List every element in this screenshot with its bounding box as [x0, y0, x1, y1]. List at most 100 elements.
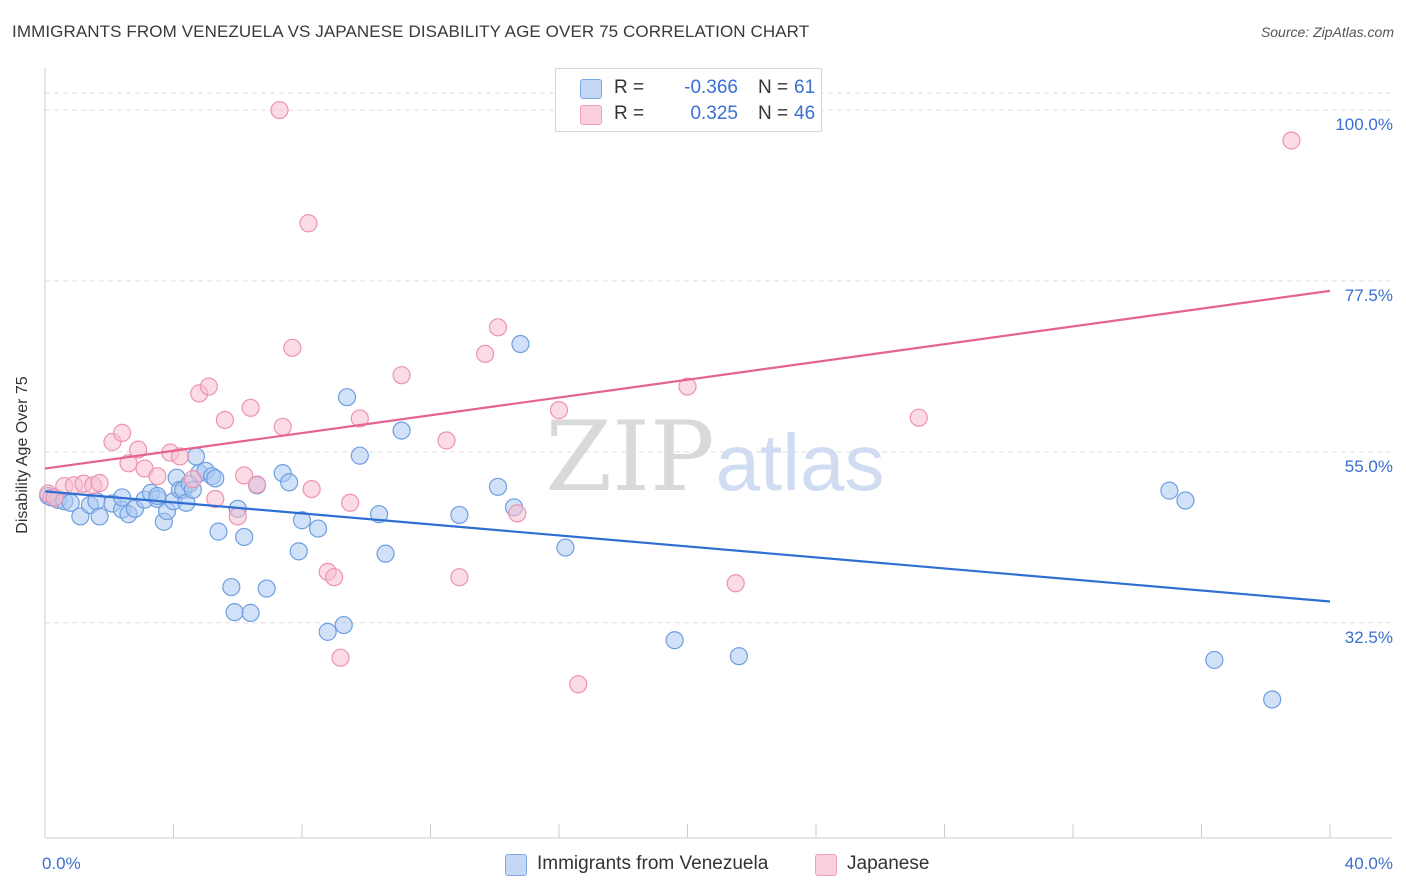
venezuela-point [376, 544, 395, 563]
japanese-point [235, 466, 254, 485]
japanese-point [112, 423, 132, 442]
y-axis-label: Disability Age Over 75 [14, 376, 31, 534]
source-credit: Source: ZipAtlas.com [1260, 24, 1394, 40]
japanese-point [909, 408, 928, 427]
japanese-point [170, 447, 190, 466]
japanese-point [148, 467, 167, 486]
venezuela-point [511, 334, 530, 354]
venezuela-point [392, 421, 411, 440]
japanese-point [228, 507, 247, 526]
japanese-point [450, 568, 469, 587]
legend-n-label: N = [758, 103, 789, 124]
japanese-point [241, 398, 260, 417]
venezuela-point [289, 542, 308, 561]
bottom-legend-swatch-japanese [815, 854, 837, 876]
legend-r-label: R = [614, 103, 645, 124]
japanese-point [199, 377, 218, 396]
correlation-legend: R = -0.366 N = 61 R = 0.325 N = 46 [555, 68, 822, 132]
japanese-point [331, 648, 350, 667]
series-venezuela-points [39, 334, 1282, 709]
venezuela-point [235, 527, 254, 547]
japanese-point [508, 504, 527, 523]
japanese-point [215, 410, 234, 430]
japanese-point [299, 214, 318, 233]
legend-r-value: 0.325 [690, 103, 738, 124]
venezuela-point [280, 473, 299, 492]
japanese-point [549, 401, 569, 420]
venezuela-point [1160, 481, 1179, 500]
venezuela-point [90, 507, 109, 526]
legend-swatch-japanese [580, 105, 602, 125]
svg-text:atlas: atlas [716, 418, 885, 507]
japanese-point [206, 489, 225, 509]
venezuela-point [292, 511, 312, 530]
venezuela-point [318, 622, 337, 641]
x-tick-label: 40.0% [1345, 854, 1393, 873]
japanese-point [1282, 131, 1301, 150]
japanese-point [247, 475, 267, 494]
svg-text:ZIP: ZIP [545, 401, 714, 513]
venezuela-point [257, 579, 276, 598]
venezuela-point [450, 505, 469, 525]
venezuela-point [729, 647, 749, 666]
japanese-point [270, 100, 289, 120]
axes [44, 68, 1392, 839]
japanese-point [341, 493, 360, 512]
japanese-point [476, 344, 495, 363]
venezuela-point [1176, 491, 1195, 510]
japanese-point [129, 440, 148, 459]
venezuela-point [488, 477, 508, 496]
y-tick-labels: 32.5% 55.0% 77.5% 100.0% [1335, 115, 1393, 647]
legend-r-label: R = [614, 77, 645, 98]
legend-n-label: N = [758, 77, 789, 98]
venezuela-point [337, 388, 357, 407]
venezuela-point [334, 615, 353, 635]
venezuela-point [350, 446, 369, 465]
x-tick-label: 0.0% [42, 854, 81, 873]
venezuela-point [1263, 690, 1282, 709]
bottom-legend-label: Japanese [847, 853, 930, 874]
y-tick-label: 55.0% [1345, 457, 1393, 476]
venezuela-point [206, 469, 225, 488]
venezuela-point [308, 519, 328, 538]
legend-swatch-venezuela [580, 79, 602, 99]
japanese-point [678, 377, 697, 396]
zipatlas-watermark: ZIP atlas [545, 401, 884, 513]
chart-title: IMMIGRANTS FROM VENEZUELA VS JAPANESE DI… [12, 22, 810, 41]
japanese-point [569, 675, 588, 694]
y-tick-label: 32.5% [1345, 628, 1393, 647]
venezuela-point [370, 505, 389, 524]
x-tick-labels: 0.0% 40.0% [42, 854, 1393, 873]
japanese-point [488, 318, 508, 337]
venezuela-point [665, 631, 684, 650]
venezuela-point [222, 577, 241, 597]
venezuela-point [186, 447, 206, 466]
y-tick-label: 77.5% [1345, 286, 1393, 305]
y-tick-label: 100.0% [1335, 115, 1393, 134]
japanese-point [350, 409, 369, 428]
bottom-legend-label: Immigrants from Venezuela [537, 853, 769, 874]
legend-n-value: 46 [794, 103, 816, 124]
series-japanese-points [39, 100, 1301, 694]
japanese-trend-line [44, 289, 1331, 470]
legend-r-value: -0.366 [684, 77, 738, 98]
japanese-point [273, 417, 292, 436]
bottom-legend-swatch-venezuela [505, 854, 527, 876]
japanese-point [726, 574, 745, 593]
japanese-point [119, 454, 138, 473]
venezuela-point [225, 603, 244, 622]
japanese-point [392, 366, 411, 385]
japanese-point [183, 470, 202, 489]
japanese-point [325, 568, 344, 587]
japanese-point [302, 479, 321, 499]
trend-lines [44, 289, 1331, 603]
venezuela-point [556, 538, 575, 557]
venezuela-point [241, 603, 260, 622]
venezuela-point [1205, 650, 1224, 670]
japanese-point [437, 431, 456, 450]
japanese-point [283, 338, 302, 357]
venezuela-point [209, 522, 228, 541]
legend-n-value: 61 [794, 77, 816, 98]
venezuela-trend-line [44, 490, 1331, 603]
